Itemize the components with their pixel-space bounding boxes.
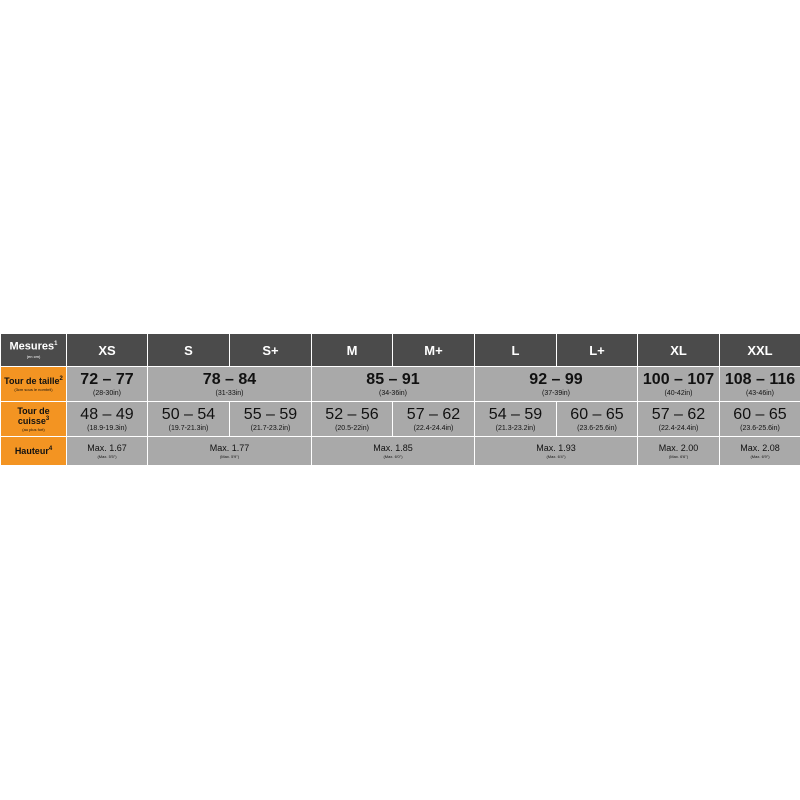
label-line: Tour de cuisse3 [2, 405, 66, 426]
cell-main: 85 – 91 [366, 370, 420, 388]
cell-main: 48 – 49 [80, 405, 134, 423]
row-label: Tour de cuisse3 (au plus fort) [0, 401, 67, 437]
cell-sub: (Max. 6'0") [383, 453, 403, 459]
cell-main: Max. 2.00 [658, 442, 699, 453]
cell-main: Max. 1.93 [536, 442, 576, 453]
cell-sub: (23.6-25.6in) [577, 424, 617, 432]
cell-sub: (18.9-19.3in) [87, 424, 127, 432]
superscript: 2 [59, 376, 63, 382]
row: Tour de cuisse3 (au plus fort) 48 – 49 (18.… [0, 401, 800, 437]
label-line: Tour de taille2 [2, 376, 66, 386]
size-header: M+ [392, 333, 475, 367]
superscript: 1 [54, 341, 58, 348]
row-label: Tour de taille2 (3cm sous le nombril) [0, 366, 67, 402]
cell-sub: (37-39in) [541, 389, 570, 397]
cell-main: 100 – 107 [642, 370, 715, 388]
cell: Max. 1.77 (Max. 5'9") [147, 436, 312, 466]
cell: 55 – 59 (21.7-23.2in) [229, 401, 312, 437]
cell-main: 57 – 62 [651, 405, 706, 423]
cell-sub: (23.6-25.6in) [740, 424, 780, 432]
cell-main: 57 – 62 [406, 405, 461, 423]
superscript: 3 [45, 415, 50, 422]
cell: Max. 2.08 (Max. 6'9") [719, 436, 800, 466]
size-header: S [147, 333, 230, 367]
cell-sub: (22.4-24.4in) [658, 424, 699, 432]
cell-main: 108 – 116 [724, 370, 796, 388]
cell-main: Max. 1.67 [87, 442, 127, 453]
label-line: Hauteur4 [2, 446, 66, 456]
size-header: L [474, 333, 557, 367]
cell-main: 78 – 84 [202, 370, 257, 388]
cell: 52 – 56 (20.5-22in) [311, 401, 393, 437]
cell: Max. 2.00 (Max. 6'6") [637, 436, 720, 466]
cell-sub: (Max. 5'5") [97, 453, 117, 459]
cell: 85 – 91 (34-36in) [311, 366, 475, 402]
header-row: Mesures1 (en cm) XS S S+ M M+ L L+ XL XXL [0, 333, 800, 367]
size-header: XXL [719, 333, 800, 367]
cell-sub: (31-33in) [215, 389, 244, 397]
size-table: Mesures1 (en cm) XS S S+ M M+ L L+ XL XXL Tour de… [0, 333, 800, 466]
cell: 60 – 65 (23.6-25.6in) [556, 401, 638, 437]
cell-main: 92 – 99 [529, 370, 583, 388]
note: (en cm) [26, 353, 41, 359]
cell: 72 – 77 (28-30in) [66, 366, 148, 402]
cell: 57 – 62 (22.4-24.4in) [392, 401, 475, 437]
cell-sub: (20.5-22in) [335, 424, 369, 432]
row: Tour de taille2 (3cm sous le nombril) 72 –… [0, 366, 800, 402]
size-header: XS [66, 333, 148, 367]
size-header: S+ [229, 333, 312, 367]
label: Tour de taille [4, 376, 60, 386]
cell-sub: (40-42in) [664, 389, 693, 397]
cell-sub: (Max. 5'9") [219, 453, 240, 459]
row: Hauteur4 Max. 1.67 (Max. 5'5") Max. 1.77 (Ma… [0, 436, 800, 466]
cell-sub: (Max. 6'6") [668, 453, 689, 459]
cell: 60 – 65 (23.6-25.6in) [719, 401, 800, 437]
cell-sub: (43-46in) [745, 389, 774, 397]
cell-main: 50 – 54 [161, 405, 216, 423]
cell-sub: (21.3-23.2in) [495, 424, 536, 432]
cell: 54 – 59 (21.3-23.2in) [474, 401, 557, 437]
size-header: L+ [556, 333, 638, 367]
row-label: Hauteur4 [0, 436, 67, 466]
cell: 92 – 99 (37-39in) [474, 366, 638, 402]
table: Mesures1 (en cm) XS S S+ M M+ L L+ XL XXL Tour de… [0, 333, 800, 466]
cell: 78 – 84 (31-33in) [147, 366, 312, 402]
cell-main: Max. 2.08 [740, 442, 780, 453]
note: (au plus fort) [22, 426, 45, 432]
cell-sub: (21.7-23.2in) [250, 424, 291, 432]
cell-main: Max. 1.77 [209, 442, 250, 453]
cell: 108 – 116 (43-46in) [719, 366, 800, 402]
superscript: 4 [48, 446, 53, 452]
cell: 48 – 49 (18.9-19.3in) [66, 401, 148, 437]
cell: Max. 1.85 (Max. 6'0") [311, 436, 475, 466]
size-header: XL [637, 333, 720, 367]
cell-main: 60 – 65 [570, 405, 624, 423]
cell-main: 52 – 56 [325, 405, 379, 423]
cell: 50 – 54 (19.7-21.3in) [147, 401, 230, 437]
cell-sub: (Max. 6'4") [546, 453, 566, 459]
cell-sub: (34-36in) [378, 389, 407, 397]
header-label: Mesures1 (en cm) [0, 333, 67, 367]
cell-sub: (22.4-24.4in) [413, 424, 454, 432]
cell-sub: (19.7-21.3in) [168, 424, 209, 432]
size-header: M [311, 333, 393, 367]
cell: Max. 1.93 (Max. 6'4") [474, 436, 638, 466]
cell-main: Max. 1.85 [373, 442, 413, 453]
note: (3cm sous le nombril) [14, 387, 53, 392]
cell-main: 60 – 65 [733, 405, 787, 423]
label: Tour de cuisse [17, 405, 50, 426]
label: Hauteur [14, 446, 49, 456]
cell-main: 55 – 59 [243, 405, 298, 423]
cell: 57 – 62 (22.4-24.4in) [637, 401, 720, 437]
cell-main: 72 – 77 [80, 370, 134, 388]
cell-sub: (Max. 6'9") [750, 453, 770, 459]
cell: 100 – 107 (40-42in) [637, 366, 720, 402]
cell: Max. 1.67 (Max. 5'5") [66, 436, 148, 466]
cell-main: 54 – 59 [488, 405, 543, 423]
cell-sub: (28-30in) [92, 389, 121, 397]
label: Mesures [9, 340, 55, 353]
